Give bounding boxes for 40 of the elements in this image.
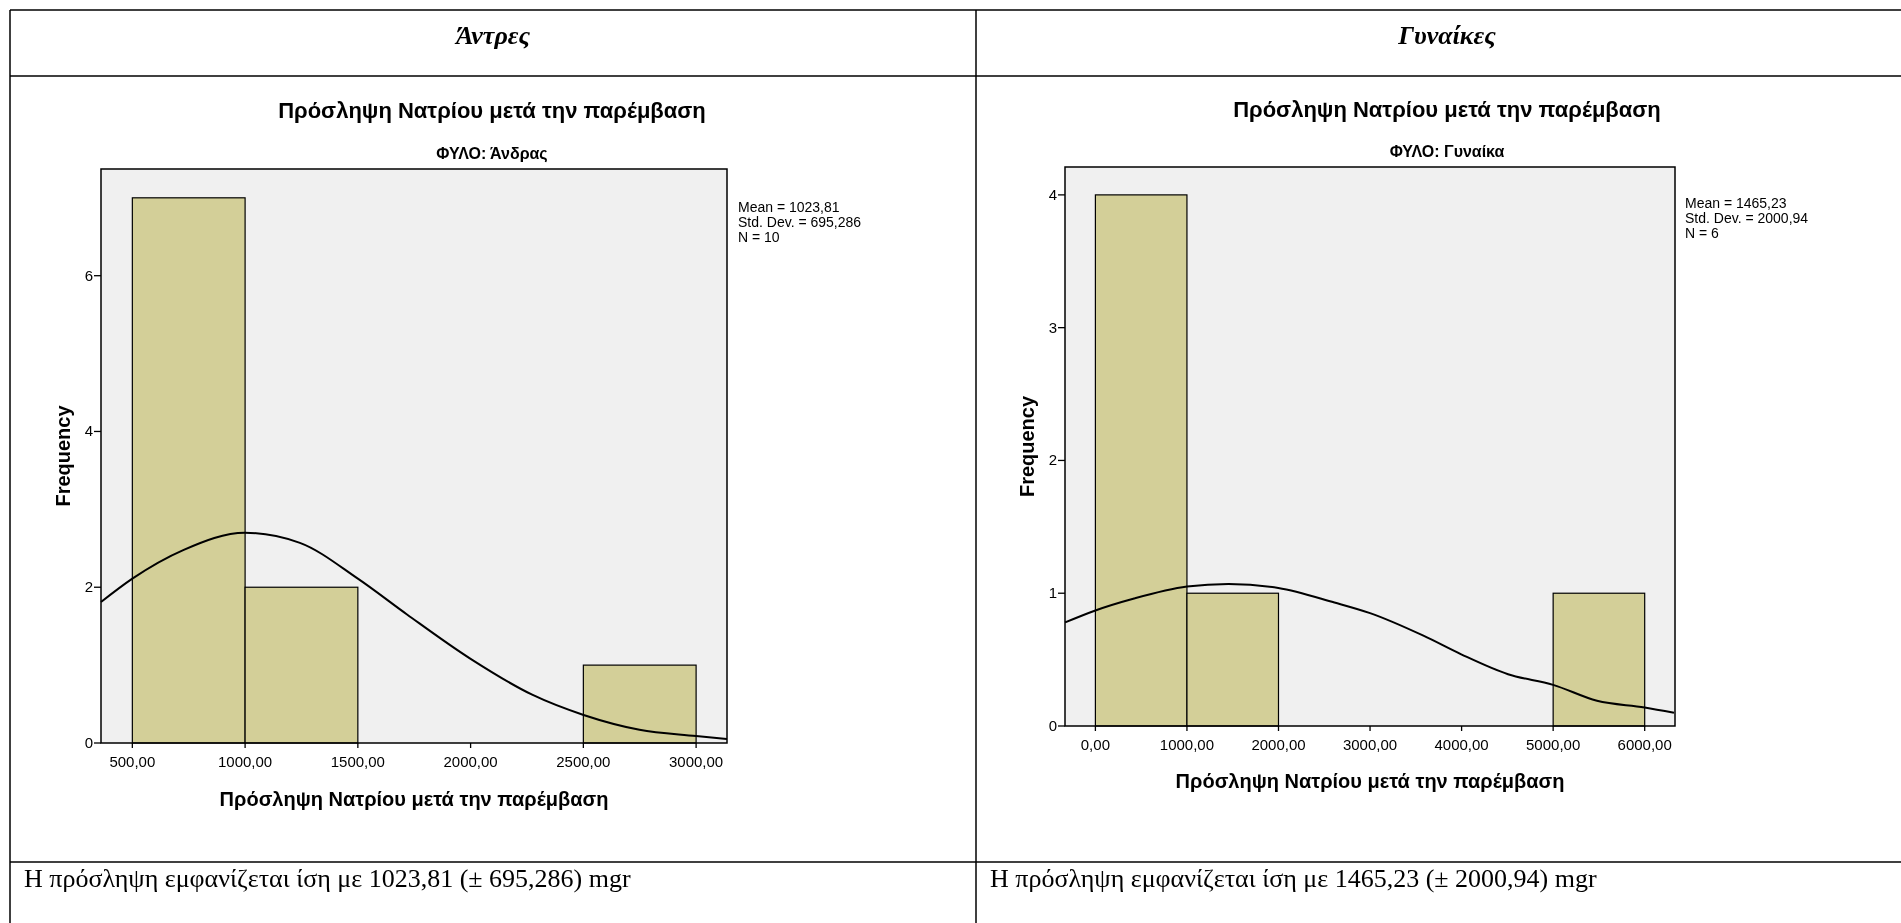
y-tick-label: 0 [84, 734, 93, 751]
chart-title: Πρόσληψη Νατρίου μετά την παρέμβαση [278, 98, 706, 123]
x-axis-title: Πρόσληψη Νατρίου μετά την παρέμβαση [1175, 770, 1565, 792]
text: Η πρόσληψη εμφανίζεται ίση με 1465,23 (± 2000,94) mgr [990, 864, 1597, 893]
y-axis-title: Frequency [52, 404, 74, 507]
x-tick-label: 3000,00 [1342, 736, 1398, 753]
x-tick-label: 3000,00 [668, 753, 724, 770]
y-tick-label: 1 [1048, 584, 1057, 602]
x-tick-label: 0,00 [1080, 736, 1110, 753]
x-tick-label: 1000,00 [1159, 736, 1215, 753]
text: Std. Dev. = 2000,94 [1685, 210, 1809, 226]
text: Γυναίκες [1397, 21, 1497, 50]
x-tick-label: 6000,00 [1617, 736, 1672, 753]
x-tick-label: 500,00 [109, 753, 156, 770]
y-tick-label: 0 [1048, 717, 1057, 734]
text: Άντρες [453, 21, 531, 50]
text: Η πρόσληψη εμφανίζεται ίση με 1023,81 (± 695,286) mgr [24, 864, 631, 893]
y-axis-title: Frequency [1016, 395, 1038, 498]
y-tick-label: 3 [1048, 318, 1057, 336]
y-tick-label: 2 [84, 578, 93, 596]
y-tick-label: 4 [1048, 185, 1057, 203]
x-tick-label: 4000,00 [1434, 736, 1489, 753]
y-tick-label: 4 [84, 422, 93, 440]
x-tick-label: 1500,00 [330, 753, 385, 770]
x-tick-label: 5000,00 [1526, 736, 1581, 753]
x-tick-label: 2000,00 [1251, 736, 1306, 753]
text: Mean = 1465,23 [1685, 195, 1787, 211]
x-tick-label: 2000,00 [443, 753, 498, 770]
y-tick-label: 6 [84, 266, 93, 284]
x-tick-label: 1000,00 [217, 753, 273, 770]
chart-title: Πρόσληψη Νατρίου μετά την παρέμβαση [1233, 97, 1661, 122]
text: Std. Dev. = 695,286 [738, 214, 862, 230]
chart-subtitle: ΦΥΛΟ: Άνδρας [436, 145, 548, 163]
x-tick-label: 2500,00 [556, 753, 611, 770]
x-axis-title: Πρόσληψη Νατρίου μετά την παρέμβαση [219, 788, 609, 810]
text: N = 6 [1685, 225, 1720, 241]
text: N = 10 [738, 229, 780, 245]
chart-subtitle: ΦΥΛΟ: Γυναίκα [1389, 143, 1505, 160]
y-tick-label: 2 [1048, 451, 1057, 469]
text: Mean = 1023,81 [738, 199, 840, 215]
